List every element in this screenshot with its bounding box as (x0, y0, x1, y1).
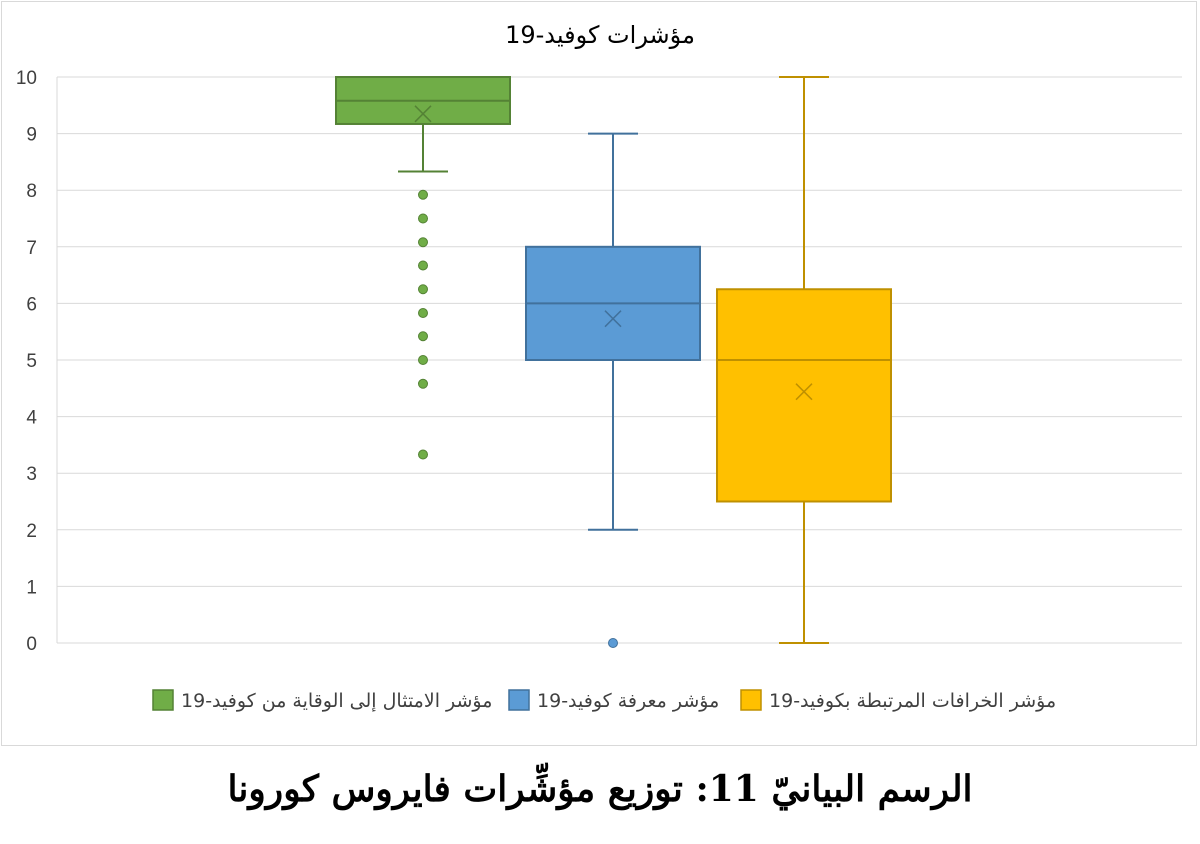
y-tick-label: 4 (26, 408, 37, 429)
outlier-point (418, 189, 428, 200)
mean-marker (604, 310, 622, 328)
outlier-point (418, 237, 428, 248)
y-tick-label: 5 (26, 351, 37, 372)
outlier-point (418, 284, 428, 295)
legend-label: مؤشر معرفة كوفيد-19 (537, 690, 719, 712)
outlier-point (418, 331, 428, 342)
chart-frame (1, 1, 1197, 746)
outlier-point (418, 308, 428, 319)
boxplot-chart: مؤشرات كوفيد-19 0 1 2 3 4 5 6 7 8 9 10 مؤشر الامتثال… (16, 21, 1182, 713)
y-tick-label: 7 (26, 238, 37, 259)
y-tick-label: 0 (26, 634, 37, 655)
box (716, 288, 892, 503)
outlier-point (418, 213, 428, 224)
chart-title: مؤشرات كوفيد-19 (505, 21, 695, 49)
y-tick-label: 9 (26, 125, 37, 146)
legend-swatch (152, 689, 174, 711)
outlier-point (418, 355, 428, 365)
legend-swatch (740, 689, 762, 711)
outlier-point (418, 260, 428, 271)
outlier-point (608, 638, 618, 648)
y-tick-label: 3 (26, 464, 37, 485)
y-tick-label: 2 (26, 521, 37, 542)
mean-marker (795, 383, 813, 401)
y-tick-label: 6 (26, 294, 37, 315)
outlier-point (418, 378, 428, 389)
y-tick-label: 10 (16, 68, 37, 89)
figure-caption: الرسم البيانيّ 11: توزيع مؤشِّرات فايروس… (227, 768, 973, 810)
legend-label: مؤشر الخرافات المرتبطة بكوفيد-19 (769, 690, 1056, 712)
y-tick-label: 1 (26, 577, 37, 598)
y-tick-label: 8 (26, 181, 37, 202)
outlier-point (418, 449, 428, 460)
legend-label: مؤشر الامتثال إلى الوقاية من كوفيد-19 (181, 690, 492, 713)
legend-swatch (508, 689, 530, 711)
mean-marker (414, 105, 432, 123)
